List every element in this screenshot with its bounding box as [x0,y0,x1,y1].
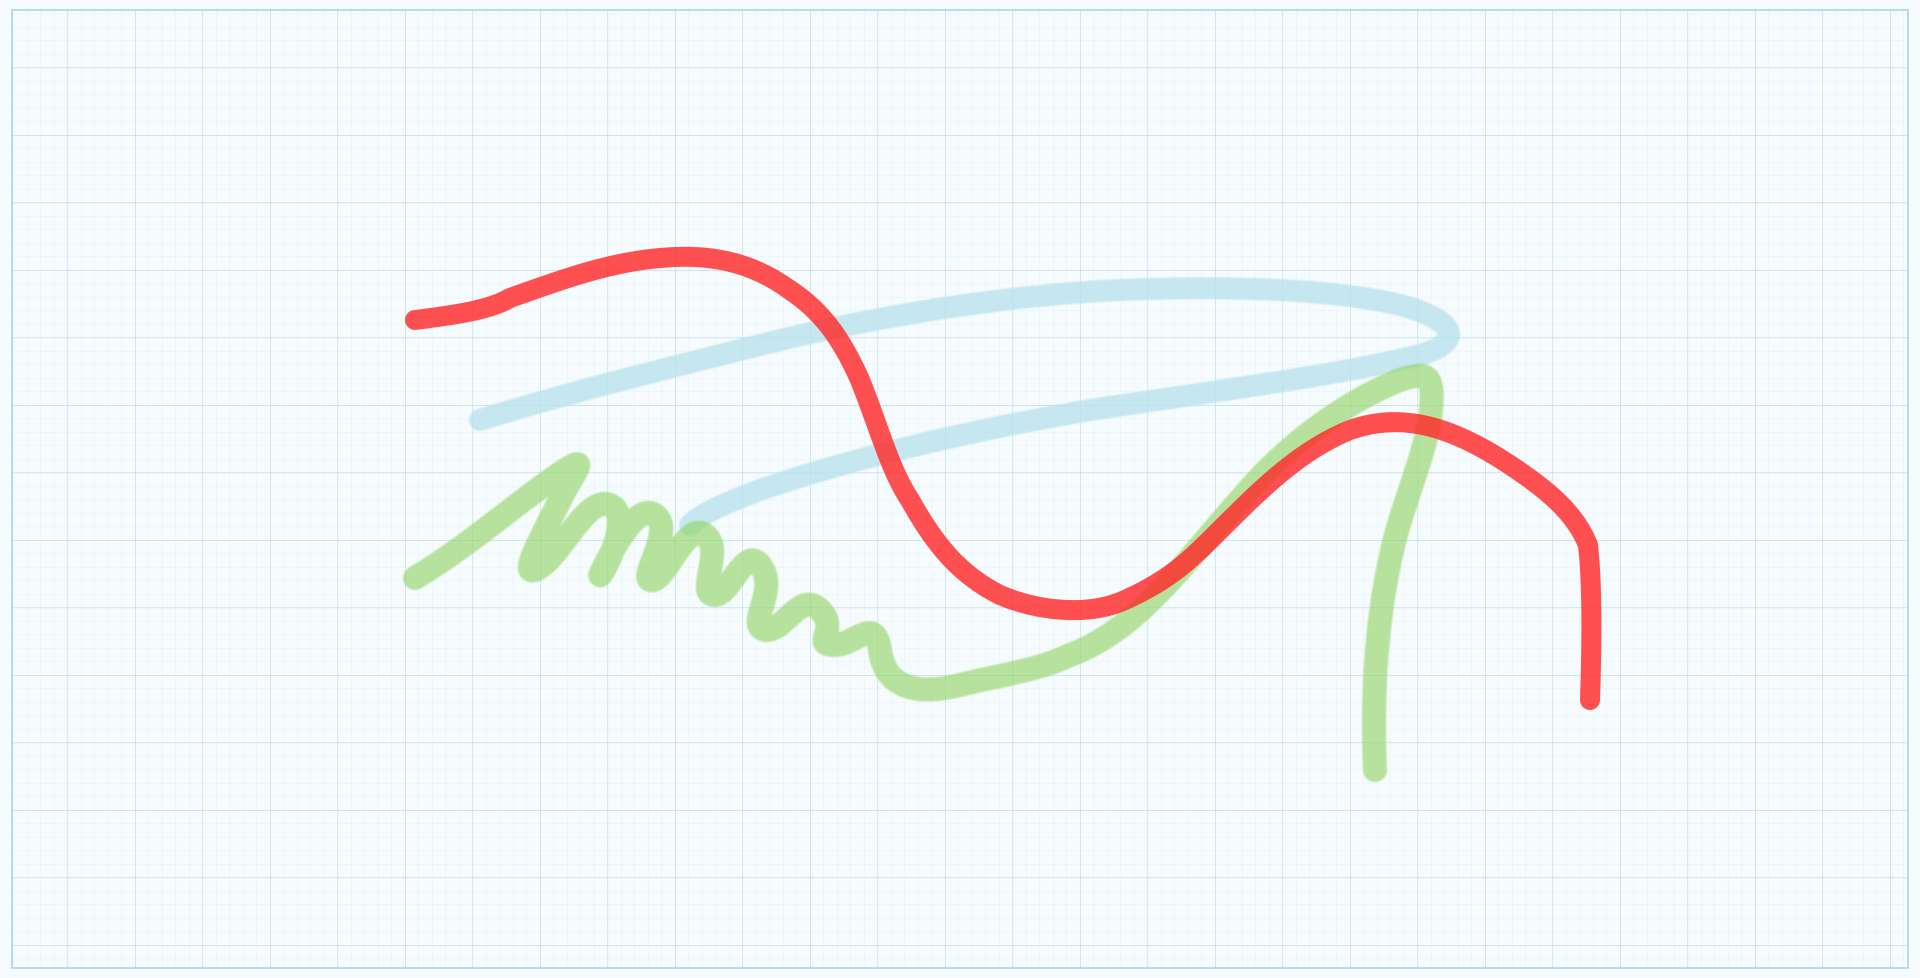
graph-paper-border [11,9,1909,969]
red-wave-stroke[interactable] [405,246,1602,710]
blue-loop-stroke[interactable] [469,277,1460,536]
green-coil-stroke[interactable] [403,363,1444,782]
graph-paper-major-grid [12,10,1908,968]
